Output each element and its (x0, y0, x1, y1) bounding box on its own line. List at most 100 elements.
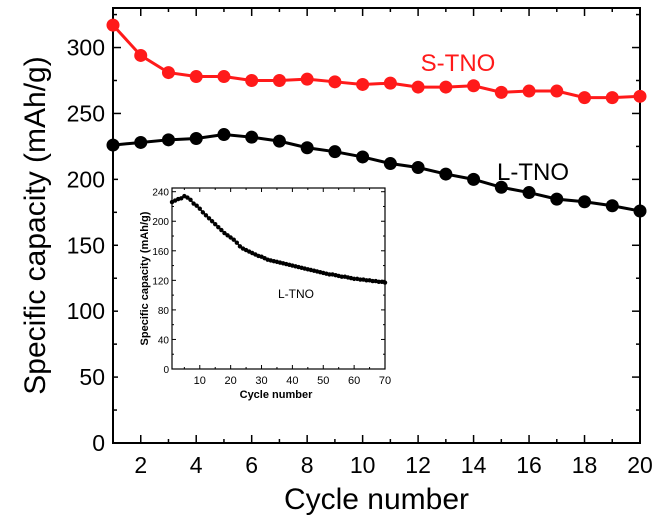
data-point-s-tno (605, 91, 619, 105)
data-point-s-tno (633, 89, 647, 103)
data-point-s-tno (189, 70, 203, 84)
data-point-l-tno (578, 195, 592, 209)
x-tick-label: 20 (627, 452, 653, 478)
data-point-l-tno (245, 130, 259, 144)
inset-data-point-l-tno (213, 222, 218, 227)
y-tick-label: 50 (79, 364, 105, 390)
inset-data-point-l-tno (216, 224, 221, 230)
inset-y-tick-label: 240 (152, 188, 169, 199)
data-point-s-tno (411, 80, 425, 94)
main-chart: 2 4 6 8 10 12 14 16 18 20050100150200250300Cycle … (19, 7, 653, 516)
y-tick-label: 250 (67, 100, 105, 126)
inset-y-tick-label: 160 (152, 247, 169, 258)
x-tick-label: 4 (190, 452, 203, 478)
data-point-s-tno (106, 18, 120, 32)
y-tick-label: 100 (67, 298, 105, 324)
data-point-l-tno (550, 192, 564, 206)
inset-data-point-l-tno (191, 201, 196, 206)
data-point-s-tno (134, 48, 148, 62)
data-point-s-tno (439, 80, 453, 94)
inset-background (118, 176, 394, 414)
x-tick-label: 12 (405, 452, 431, 478)
inset-data-point-l-tno (327, 272, 332, 277)
data-point-l-tno (106, 138, 120, 152)
inset-data-point-l-tno (339, 274, 344, 279)
data-point-s-tno (494, 85, 508, 99)
inset-data-point-l-tno (209, 219, 215, 224)
inset-y-axis-label: Specific capacity (mAh/g) (139, 211, 151, 345)
x-tick-label: 2 (134, 452, 147, 478)
series-label-l-tno: L-TNO (497, 159, 569, 186)
inset-data-point-l-tno (206, 216, 212, 221)
x-tick-label: 16 (516, 452, 542, 478)
inset-data-point-l-tno (364, 278, 369, 283)
inset-data-point-l-tno (370, 278, 375, 284)
data-point-l-tno (411, 161, 425, 174)
inset-data-point-l-tno (200, 210, 206, 215)
x-axis-label: Cycle number (284, 483, 469, 516)
data-point-s-tno (522, 84, 536, 98)
data-point-l-tno (161, 133, 175, 147)
inset-y-tick-label: 120 (152, 276, 169, 287)
inset-y-tick-label: 80 (158, 306, 170, 317)
inset-x-axis-label: Cycle number (240, 389, 313, 401)
inset-data-point-l-tno (382, 280, 388, 285)
data-point-l-tno (605, 199, 619, 213)
inset-data-point-l-tno (194, 203, 199, 208)
inset-x-tick-label: 20 (225, 375, 237, 387)
inset-data-point-l-tno (188, 197, 193, 203)
y-axis-label: Specific capacity (mAh/g) (19, 56, 52, 394)
data-point-l-tno (217, 128, 231, 142)
inset-data-point-l-tno (219, 227, 224, 233)
plot-frame (112, 7, 641, 444)
data-point-l-tno (189, 132, 203, 145)
inset-y-tick-label: 40 (158, 335, 170, 346)
inset-data-point-l-tno (197, 206, 202, 211)
inset-series-label-l-tno: L-TNO (278, 287, 314, 301)
data-point-l-tno (522, 186, 536, 200)
data-point-s-tno (578, 91, 592, 105)
inset-data-point-l-tno (179, 196, 184, 201)
inset-data-point-l-tno (228, 235, 233, 240)
data-point-l-tno (328, 145, 342, 159)
inset-x-tick-label: 60 (348, 375, 360, 387)
data-point-s-tno (550, 84, 564, 98)
data-point-s-tno (161, 66, 175, 80)
data-point-l-tno (467, 172, 481, 186)
series-label-s-tno: S-TNO (421, 50, 496, 77)
data-point-l-tno (300, 141, 314, 155)
inset-data-point-l-tno (203, 213, 209, 218)
y-tick-label: 150 (67, 232, 105, 258)
data-point-l-tno (383, 157, 397, 171)
y-tick-label: 0 (92, 430, 105, 456)
x-tick-label: 6 (245, 452, 258, 478)
data-point-s-tno (217, 70, 231, 84)
data-point-s-tno (245, 74, 259, 87)
inset-x-tick-label: 50 (317, 375, 329, 387)
data-point-l-tno (272, 134, 286, 148)
data-point-l-tno (439, 167, 453, 181)
inset-data-point-l-tno (351, 276, 357, 282)
data-point-s-tno (467, 79, 481, 93)
data-point-l-tno (494, 180, 508, 194)
inset-data-point-l-tno (358, 277, 363, 282)
inset-x-tick-label: 70 (379, 375, 391, 387)
inset-x-tick-label: 30 (255, 375, 267, 387)
data-point-s-tno (300, 72, 314, 86)
inset-y-tick-label: 0 (163, 365, 169, 376)
y-tick-label: 200 (67, 166, 105, 192)
inset-data-point-l-tno (234, 240, 240, 245)
inset-x-tick-label: 40 (286, 375, 298, 387)
inset-data-point-l-tno (231, 237, 236, 242)
inset-chart: 10 20 30 40 50 60 70 0 40 80 120 160 200 240 Cycle num… (118, 176, 394, 414)
inset-y-tick-label: 200 (152, 217, 169, 228)
data-point-s-tno (356, 77, 370, 91)
inset-x-tick-label: 10 (194, 375, 206, 387)
x-tick-label: 18 (572, 452, 598, 478)
data-point-s-tno (383, 76, 397, 90)
data-point-l-tno (356, 150, 370, 164)
inset-data-point-l-tno (237, 244, 243, 249)
data-point-l-tno (633, 204, 647, 218)
data-point-s-tno (272, 74, 286, 87)
